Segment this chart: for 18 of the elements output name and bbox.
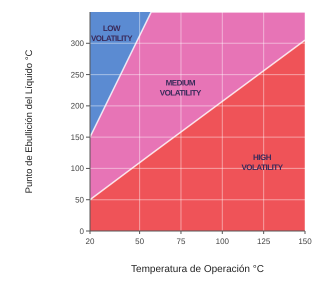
- y-tick-label: 100: [70, 164, 85, 174]
- x-tick-label: 50: [135, 237, 145, 246]
- y-tick-label: 300: [70, 39, 85, 48]
- y-tick-label: 250: [70, 70, 85, 80]
- x-axis-title: Temperatura de Operación °C: [131, 264, 264, 275]
- x-tick-label: 75: [176, 237, 186, 246]
- series-label: LOW VOLATILITY: [90, 24, 134, 43]
- y-tick-label: 150: [70, 132, 85, 142]
- series-label: MEDIUM VOLATILITY: [160, 78, 202, 98]
- y-tick-label: 50: [75, 196, 85, 205]
- y-tick-label: 200: [70, 102, 85, 111]
- x-tick-label: 100: [216, 237, 230, 246]
- series-label: HIGH VOLATILITY: [241, 153, 284, 172]
- y-tick-label: 0: [80, 226, 85, 236]
- x-tick-label: 125: [256, 237, 271, 246]
- x-tick-label: 150: [298, 237, 312, 246]
- y-axis-title: Punto de Ebullición del Líquido °C: [24, 49, 35, 194]
- x-tick-label: 20: [86, 237, 95, 246]
